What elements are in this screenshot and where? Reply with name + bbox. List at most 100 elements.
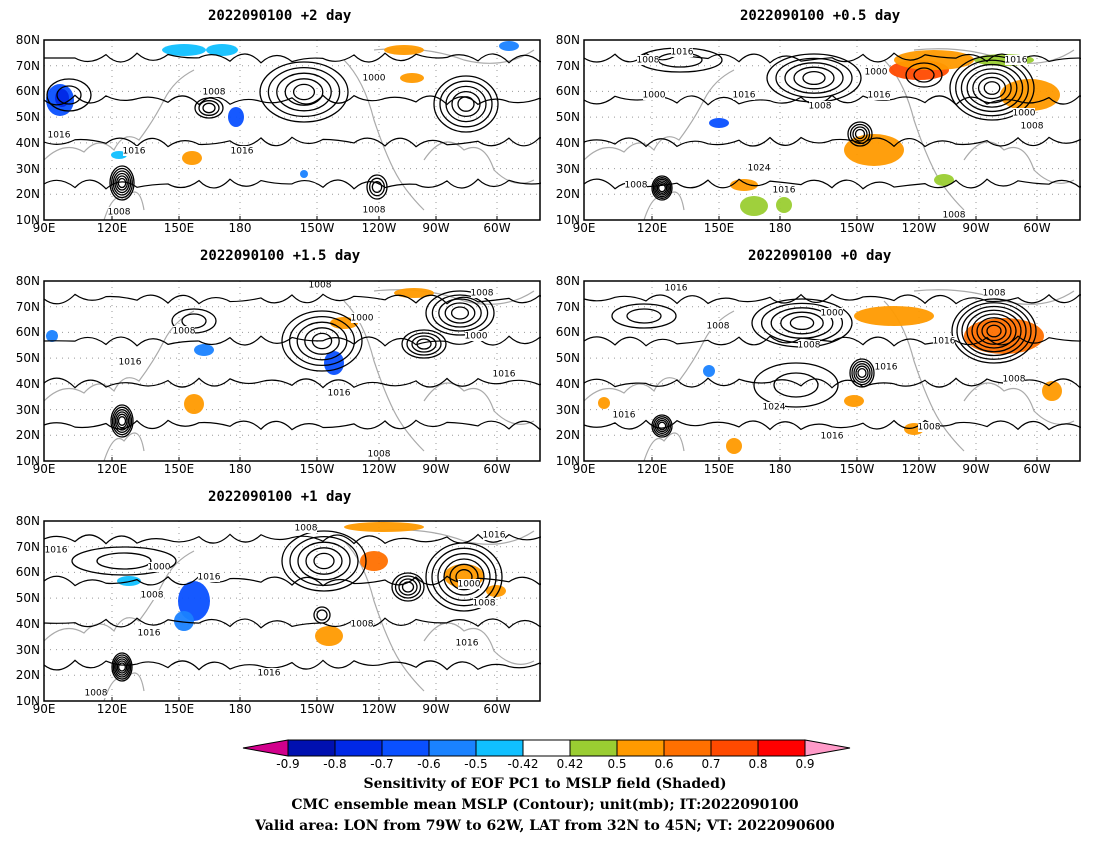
contour-label: 1016 <box>665 284 688 294</box>
contour-label: 1016 <box>733 91 756 101</box>
contour-label: 1008 <box>473 599 496 609</box>
pressure-contour <box>113 409 131 433</box>
contour-label: 1016 <box>821 432 844 442</box>
lat-tick-label: 40N <box>15 135 40 150</box>
contour-label: 1016 <box>456 639 479 649</box>
contour-label: 1000 <box>865 68 888 78</box>
lat-tick-label: 40N <box>555 135 580 150</box>
contour-label: 1016 <box>868 91 891 101</box>
lon-tick-label: 120W <box>361 462 397 476</box>
pressure-contour <box>284 78 324 106</box>
pressure-contour <box>297 541 351 581</box>
lon-tick-label: 90E <box>32 221 56 235</box>
pressure-contour <box>111 406 133 436</box>
pressure-contour <box>116 660 128 674</box>
lat-tick-label: 10N <box>15 454 40 468</box>
colorbar-segment <box>428 739 477 757</box>
lat-tick-label: 20N <box>555 187 580 202</box>
sensitivity-shade <box>934 174 954 186</box>
contour-label: 1000 <box>1013 109 1036 119</box>
sensitivity-shade <box>1042 381 1062 401</box>
sensitivity-shade <box>703 365 715 377</box>
sensitivity-shade <box>499 41 519 51</box>
lon-tick-label: 150E <box>703 462 735 476</box>
pressure-contour <box>451 90 481 118</box>
pressure-contour <box>369 177 385 197</box>
map-panel-4: 1016 1008 1000 1008 1016 1008 1016 1024 1016 1016… <box>583 280 1081 462</box>
lon-tick-label: 180 <box>768 462 792 476</box>
lat-tick-label: 30N <box>15 161 40 176</box>
colorbar-label: -0.8 <box>323 757 347 771</box>
lon-tick-label: 120E <box>636 462 668 476</box>
pressure-contour <box>281 530 367 592</box>
pressure-contour <box>117 416 127 426</box>
pressure-contour <box>849 358 875 388</box>
contour-label: 1008 <box>363 206 386 216</box>
pressure-contour <box>658 183 666 193</box>
contour-label: 1008 <box>141 591 164 601</box>
pressure-contour <box>956 302 1032 360</box>
colorbar-label: 0.8 <box>748 757 768 771</box>
pressure-contour <box>450 306 470 320</box>
pressure-contour <box>46 78 92 112</box>
sensitivity-shade <box>206 44 238 56</box>
pressure-contour <box>449 563 479 591</box>
colorbar-segment <box>381 739 430 757</box>
contour-label: 1016 <box>45 546 68 556</box>
pressure-contour <box>802 70 826 86</box>
contour-label: 1000 <box>643 91 666 101</box>
grid-lines <box>43 40 540 220</box>
colorbar-label: -0.9 <box>276 757 300 771</box>
pressure-contour <box>267 66 341 118</box>
pressure-contour <box>114 411 130 431</box>
pressure-contour <box>773 372 819 398</box>
pressure-contour <box>853 363 871 383</box>
contour-label: 1008 <box>625 181 648 191</box>
contour-label: 1000 <box>363 74 386 84</box>
pressure-contour <box>313 606 331 624</box>
lon-tick-label: 60W <box>483 462 511 476</box>
pressure-contour <box>112 170 132 196</box>
lat-tick-label: 80N <box>15 514 40 528</box>
caption-line-1: Sensitivity of EOF PC1 to MSLP field (Sh… <box>363 776 727 792</box>
panel-title-4: 2022090100 +0 day <box>748 248 892 264</box>
sensitivity-shade <box>178 581 210 621</box>
pressure-contour <box>770 307 834 339</box>
lon-tick-label: 180 <box>768 221 792 235</box>
contour-label: 1024 <box>748 164 771 174</box>
pressure-contour <box>313 552 335 570</box>
sensitivity-shade <box>315 626 343 646</box>
lon-tick-label: 150W <box>839 462 875 476</box>
contour-label: 1008 <box>983 289 1006 299</box>
lat-tick-label: 10N <box>15 694 40 708</box>
sensitivity-shade <box>300 170 308 178</box>
pressure-contour <box>626 308 662 324</box>
contour-label: 1008 <box>368 450 391 460</box>
pressure-contour <box>118 662 126 672</box>
pressure-contour <box>111 167 133 199</box>
pressure-contour <box>445 85 487 123</box>
lon-tick-label: 150E <box>163 462 195 476</box>
lon-tick-label: 150W <box>299 221 335 235</box>
lon-tick-label: 150E <box>703 221 735 235</box>
lat-tick-label: 40N <box>555 376 580 391</box>
lon-tick-label: 90E <box>32 702 56 716</box>
contour-label: 1000 <box>458 580 481 590</box>
pressure-contour <box>851 360 873 386</box>
contour-label: 1016 <box>328 389 351 399</box>
lat-tick-label: 20N <box>15 187 40 202</box>
lon-tick-label: 120E <box>636 221 668 235</box>
lon-tick-label: 180 <box>228 702 252 716</box>
pressure-contour <box>960 63 1024 113</box>
lon-tick-label: 150E <box>163 702 195 716</box>
pressure-contour <box>913 67 935 83</box>
pressure-contour <box>611 303 677 329</box>
pressure-contour <box>457 96 475 112</box>
pressure-contour <box>766 53 862 103</box>
sensitivity-shade <box>844 395 864 407</box>
coastline <box>43 289 535 462</box>
lat-tick-label: 70N <box>15 299 40 314</box>
pressure-contour <box>981 320 1007 342</box>
colorbar-label: -0.6 <box>417 757 441 771</box>
pressure-contour <box>194 97 224 119</box>
